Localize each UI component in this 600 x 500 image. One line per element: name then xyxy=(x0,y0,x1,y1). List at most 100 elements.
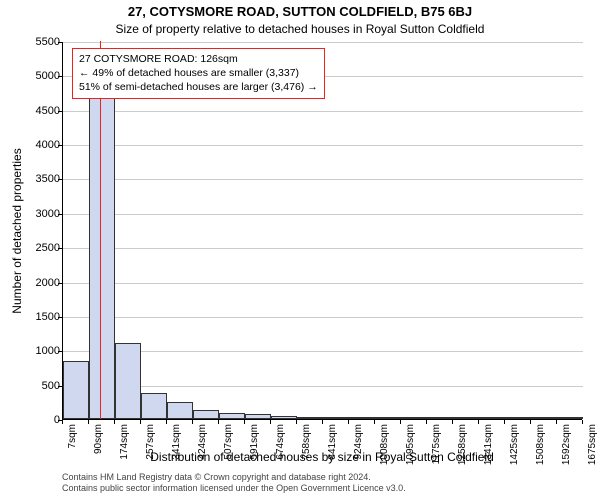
x-tick-label: 1425sqm xyxy=(509,424,520,474)
gridline xyxy=(63,214,583,215)
x-tick-label: 924sqm xyxy=(353,424,364,474)
y-tick-mark xyxy=(58,76,62,77)
x-tick-label: 841sqm xyxy=(327,424,338,474)
y-tick-label: 2500 xyxy=(24,243,60,254)
x-tick-label: 1258sqm xyxy=(457,424,468,474)
x-tick-label: 90sqm xyxy=(93,424,104,474)
histogram-bar xyxy=(479,417,505,419)
x-tick-label: 1341sqm xyxy=(483,424,494,474)
histogram-bar xyxy=(167,402,193,419)
x-tick-label: 758sqm xyxy=(301,424,312,474)
gridline xyxy=(63,317,583,318)
x-tick-mark xyxy=(244,420,245,424)
y-tick-label: 5500 xyxy=(24,37,60,48)
y-tick-label: 5000 xyxy=(24,71,60,82)
histogram-bar xyxy=(219,413,245,419)
x-tick-label: 1175sqm xyxy=(431,424,442,474)
chart-container: { "chart": { "title_line1": "27, COTYSMO… xyxy=(0,0,600,500)
x-tick-label: 424sqm xyxy=(197,424,208,474)
y-tick-label: 500 xyxy=(24,381,60,392)
marker-annotation: 27 COTYSMORE ROAD: 126sqm ← 49% of detac… xyxy=(72,48,325,99)
x-tick-mark xyxy=(504,420,505,424)
x-tick-label: 674sqm xyxy=(275,424,286,474)
histogram-bar xyxy=(89,96,115,419)
x-tick-mark xyxy=(400,420,401,424)
chart-subtitle: Size of property relative to detached ho… xyxy=(0,22,600,36)
histogram-bar xyxy=(63,361,89,419)
histogram-bar xyxy=(531,417,557,419)
y-tick-mark xyxy=(58,214,62,215)
histogram-bar xyxy=(453,417,479,419)
x-tick-label: 1675sqm xyxy=(587,424,598,474)
x-tick-mark xyxy=(322,420,323,424)
x-axis-label: Distribution of detached houses by size … xyxy=(62,450,582,464)
x-tick-mark xyxy=(556,420,557,424)
histogram-bar xyxy=(115,343,141,419)
gridline xyxy=(63,179,583,180)
chart-title: 27, COTYSMORE ROAD, SUTTON COLDFIELD, B7… xyxy=(0,4,600,19)
histogram-bar xyxy=(271,416,297,419)
footer-attribution: Contains HM Land Registry data © Crown c… xyxy=(62,472,406,495)
x-tick-mark xyxy=(452,420,453,424)
x-tick-label: 341sqm xyxy=(171,424,182,474)
histogram-bar xyxy=(141,393,167,419)
gridline xyxy=(63,145,583,146)
y-tick-label: 3500 xyxy=(24,174,60,185)
histogram-bar xyxy=(557,417,583,419)
y-tick-mark xyxy=(58,386,62,387)
y-axis-label: Number of detached properties xyxy=(8,42,26,420)
y-tick-label: 1000 xyxy=(24,346,60,357)
y-tick-label: 1500 xyxy=(24,312,60,323)
gridline xyxy=(63,42,583,43)
footer-line1: Contains HM Land Registry data © Crown c… xyxy=(62,472,406,483)
x-tick-mark xyxy=(296,420,297,424)
histogram-bar xyxy=(297,417,323,419)
gridline xyxy=(63,351,583,352)
x-tick-mark xyxy=(218,420,219,424)
histogram-bar xyxy=(427,417,453,419)
x-tick-mark xyxy=(88,420,89,424)
x-tick-mark xyxy=(192,420,193,424)
y-tick-label: 4500 xyxy=(24,106,60,117)
y-tick-mark xyxy=(58,283,62,284)
histogram-bar xyxy=(375,417,401,419)
histogram-bar xyxy=(323,417,349,419)
annotation-line1: 27 COTYSMORE ROAD: 126sqm xyxy=(79,52,318,66)
x-tick-label: 1095sqm xyxy=(405,424,416,474)
x-tick-mark xyxy=(62,420,63,424)
x-tick-mark xyxy=(426,420,427,424)
x-tick-mark xyxy=(348,420,349,424)
gridline xyxy=(63,111,583,112)
histogram-bar xyxy=(245,414,271,419)
histogram-bar xyxy=(193,410,219,419)
y-tick-label: 2000 xyxy=(24,278,60,289)
y-tick-mark xyxy=(58,179,62,180)
y-tick-mark xyxy=(58,248,62,249)
x-tick-mark xyxy=(374,420,375,424)
histogram-bar xyxy=(349,417,375,419)
x-tick-label: 1008sqm xyxy=(379,424,390,474)
annotation-line3: 51% of semi-detached houses are larger (… xyxy=(79,80,318,94)
gridline xyxy=(63,283,583,284)
plot-area xyxy=(62,42,582,420)
y-tick-mark xyxy=(58,145,62,146)
annotation-line2: ← 49% of detached houses are smaller (3,… xyxy=(79,66,318,80)
y-tick-mark xyxy=(58,42,62,43)
x-tick-mark xyxy=(582,420,583,424)
gridline xyxy=(63,386,583,387)
x-tick-label: 1592sqm xyxy=(561,424,572,474)
y-tick-label: 4000 xyxy=(24,140,60,151)
y-tick-label: 0 xyxy=(24,415,60,426)
y-tick-label: 3000 xyxy=(24,209,60,220)
x-tick-mark xyxy=(270,420,271,424)
footer-line2: Contains public sector information licen… xyxy=(62,483,406,494)
x-tick-mark xyxy=(114,420,115,424)
x-tick-mark xyxy=(140,420,141,424)
x-tick-label: 507sqm xyxy=(223,424,234,474)
x-tick-mark xyxy=(166,420,167,424)
histogram-bar xyxy=(505,417,531,419)
y-tick-mark xyxy=(58,351,62,352)
x-tick-label: 174sqm xyxy=(119,424,130,474)
x-tick-label: 1508sqm xyxy=(535,424,546,474)
x-tick-label: 591sqm xyxy=(249,424,260,474)
